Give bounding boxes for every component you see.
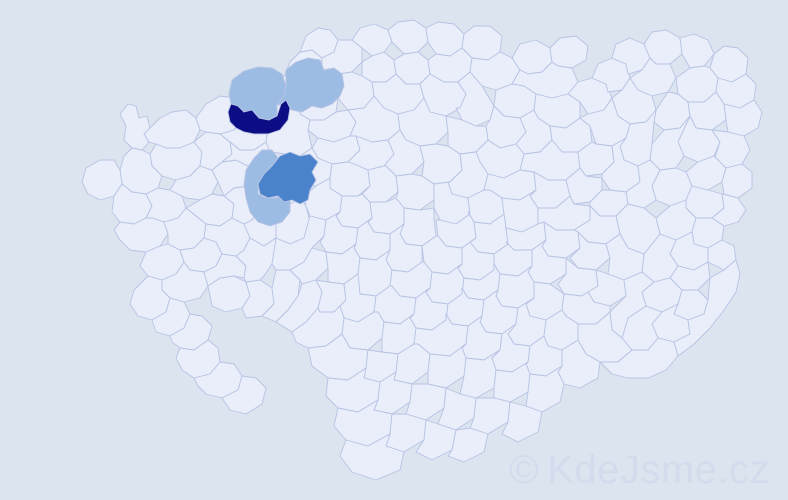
- district[interactable]: [609, 271, 655, 339]
- district[interactable]: [405, 383, 447, 421]
- district[interactable]: [339, 433, 405, 481]
- highlighted-district-dark-navy[interactable]: [227, 99, 291, 135]
- district[interactable]: [143, 109, 201, 149]
- district[interactable]: [437, 387, 477, 431]
- district[interactable]: [625, 159, 661, 209]
- district[interactable]: [361, 51, 397, 83]
- district[interactable]: [361, 165, 399, 203]
- district-layer: [81, 19, 763, 481]
- district[interactable]: [415, 419, 457, 461]
- district[interactable]: [395, 173, 435, 211]
- district[interactable]: [723, 99, 763, 137]
- district[interactable]: [291, 305, 345, 349]
- district[interactable]: [525, 365, 565, 413]
- district[interactable]: [673, 259, 741, 357]
- district[interactable]: [447, 427, 489, 463]
- district[interactable]: [169, 313, 213, 351]
- district[interactable]: [549, 35, 589, 69]
- highlighted-district-medium-central[interactable]: [257, 151, 319, 205]
- district[interactable]: [221, 375, 267, 415]
- district[interactable]: [501, 401, 543, 443]
- district[interactable]: [113, 217, 169, 253]
- district[interactable]: [721, 163, 753, 199]
- district[interactable]: [271, 215, 327, 271]
- district[interactable]: [679, 33, 715, 69]
- district[interactable]: [469, 397, 511, 435]
- district[interactable]: [119, 103, 151, 151]
- district[interactable]: [235, 237, 277, 283]
- district[interactable]: [711, 193, 747, 227]
- district[interactable]: [387, 19, 429, 55]
